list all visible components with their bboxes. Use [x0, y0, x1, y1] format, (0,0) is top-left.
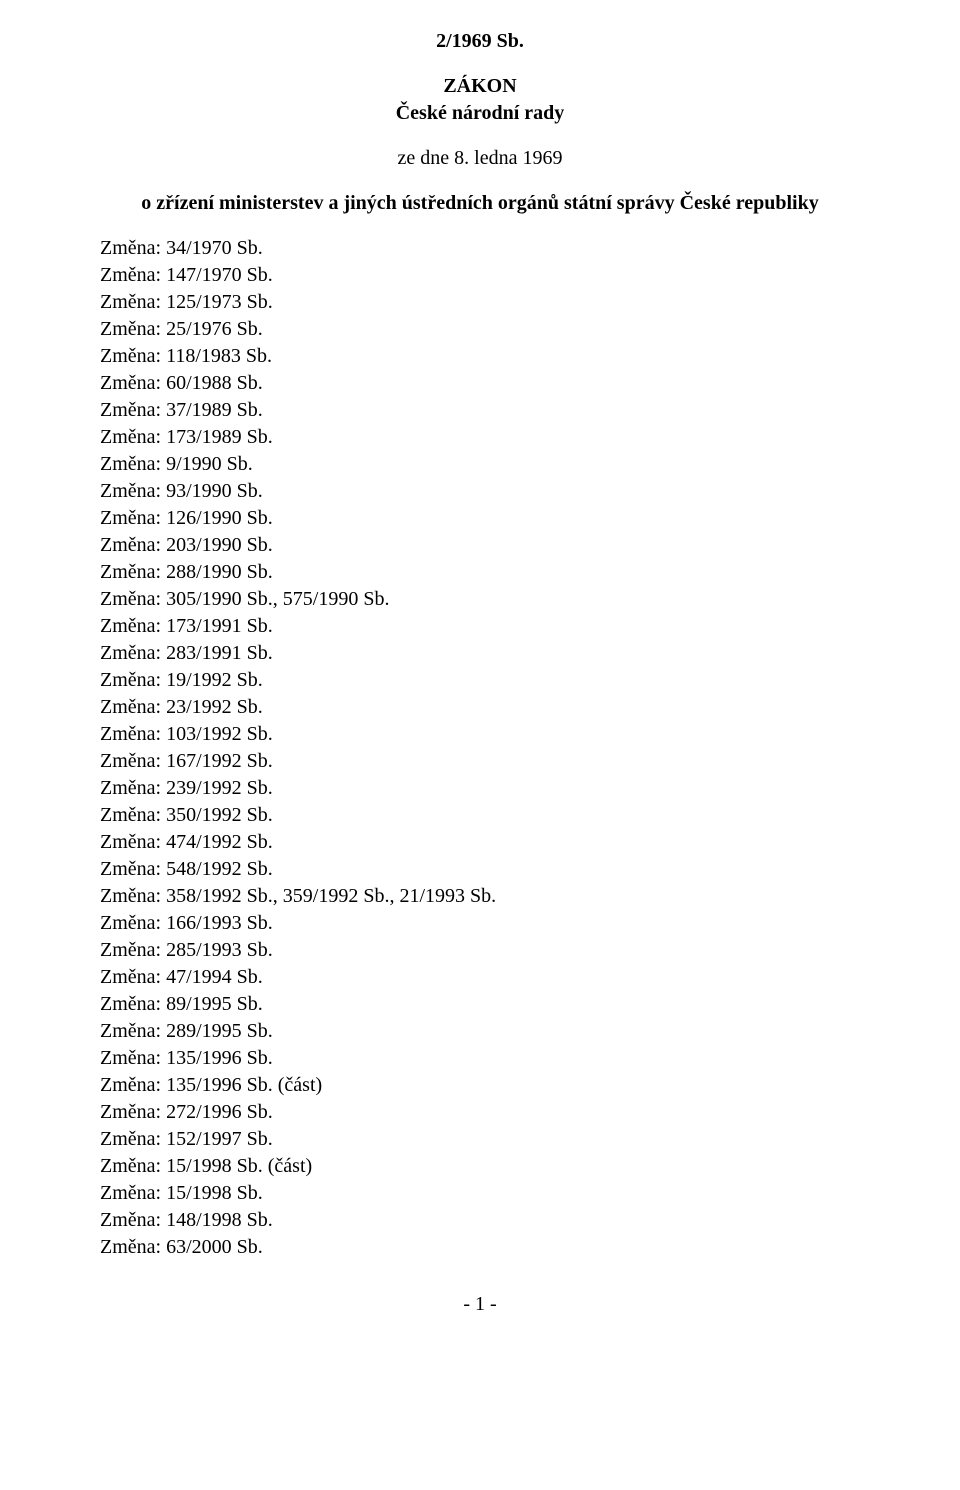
document-citation: 2/1969 Sb.: [100, 28, 860, 55]
amendment-line: Změna: 19/1992 Sb.: [100, 667, 860, 694]
document-authority: České národní rady: [100, 100, 860, 127]
amendment-line: Změna: 305/1990 Sb., 575/1990 Sb.: [100, 586, 860, 613]
amendment-line: Změna: 9/1990 Sb.: [100, 451, 860, 478]
amendment-line: Změna: 285/1993 Sb.: [100, 937, 860, 964]
amendment-line: Změna: 272/1996 Sb.: [100, 1099, 860, 1126]
amendment-line: Změna: 23/1992 Sb.: [100, 694, 860, 721]
amendment-line: Změna: 63/2000 Sb.: [100, 1234, 860, 1261]
amendment-line: Změna: 474/1992 Sb.: [100, 829, 860, 856]
amendment-line: Změna: 93/1990 Sb.: [100, 478, 860, 505]
amendment-line: Změna: 135/1996 Sb. (část): [100, 1072, 860, 1099]
amendment-line: Změna: 173/1989 Sb.: [100, 424, 860, 451]
amendment-line: Změna: 173/1991 Sb.: [100, 613, 860, 640]
amendment-line: Změna: 15/1998 Sb. (část): [100, 1153, 860, 1180]
amendment-line: Změna: 89/1995 Sb.: [100, 991, 860, 1018]
amendment-line: Změna: 167/1992 Sb.: [100, 748, 860, 775]
amendment-line: Změna: 166/1993 Sb.: [100, 910, 860, 937]
amendment-line: Změna: 239/1992 Sb.: [100, 775, 860, 802]
document-heading: ZÁKON České národní rady: [100, 73, 860, 127]
document-date: ze dne 8. ledna 1969: [100, 145, 860, 172]
amendment-line: Změna: 15/1998 Sb.: [100, 1180, 860, 1207]
amendment-line: Změna: 148/1998 Sb.: [100, 1207, 860, 1234]
amendment-line: Změna: 203/1990 Sb.: [100, 532, 860, 559]
amendment-line: Změna: 152/1997 Sb.: [100, 1126, 860, 1153]
page-number: - 1 -: [100, 1291, 860, 1318]
amendment-line: Změna: 103/1992 Sb.: [100, 721, 860, 748]
amendment-line: Změna: 147/1970 Sb.: [100, 262, 860, 289]
amendment-line: Změna: 350/1992 Sb.: [100, 802, 860, 829]
amendment-line: Změna: 548/1992 Sb.: [100, 856, 860, 883]
amendment-line: Změna: 283/1991 Sb.: [100, 640, 860, 667]
amendment-line: Změna: 25/1976 Sb.: [100, 316, 860, 343]
amendment-line: Změna: 358/1992 Sb., 359/1992 Sb., 21/19…: [100, 883, 860, 910]
amendment-line: Změna: 47/1994 Sb.: [100, 964, 860, 991]
amendments-list: Změna: 34/1970 Sb.Změna: 147/1970 Sb.Změ…: [100, 235, 860, 1261]
amendment-line: Změna: 60/1988 Sb.: [100, 370, 860, 397]
amendment-line: Změna: 288/1990 Sb.: [100, 559, 860, 586]
amendment-line: Změna: 34/1970 Sb.: [100, 235, 860, 262]
amendment-line: Změna: 289/1995 Sb.: [100, 1018, 860, 1045]
document-subject: o zřízení ministerstev a jiných ústřední…: [100, 190, 860, 217]
amendment-line: Změna: 135/1996 Sb.: [100, 1045, 860, 1072]
amendment-line: Změna: 118/1983 Sb.: [100, 343, 860, 370]
document-type: ZÁKON: [100, 73, 860, 100]
amendment-line: Změna: 126/1990 Sb.: [100, 505, 860, 532]
amendment-line: Změna: 125/1973 Sb.: [100, 289, 860, 316]
amendment-line: Změna: 37/1989 Sb.: [100, 397, 860, 424]
